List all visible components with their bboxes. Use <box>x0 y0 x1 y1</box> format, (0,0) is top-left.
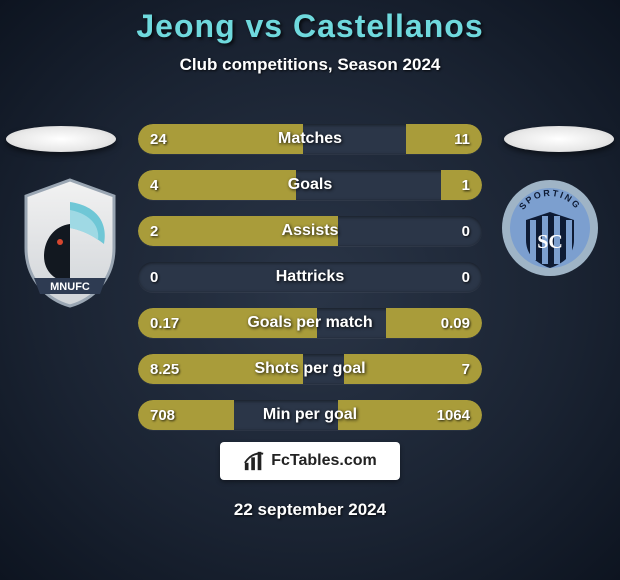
team-badge-right: SPORTING SC <box>500 178 600 308</box>
stat-label: Hattricks <box>138 262 482 292</box>
title-vs: vs <box>246 8 284 44</box>
fctables-chart-icon <box>243 450 265 472</box>
title: Jeong vs Castellanos <box>136 8 483 44</box>
stat-label: Matches <box>138 124 482 154</box>
stat-row: 7081064Min per goal <box>138 400 482 430</box>
stat-label: Assists <box>138 216 482 246</box>
badge-right-initials: SC <box>537 231 563 253</box>
stat-row: 0.170.09Goals per match <box>138 308 482 338</box>
player-ellipse-left <box>6 126 116 152</box>
mnufc-badge-icon: MNUFC <box>20 178 120 308</box>
title-player2: Castellanos <box>293 8 484 44</box>
player-ellipse-right <box>504 126 614 152</box>
stat-label: Min per goal <box>138 400 482 430</box>
badge-left-text: MNUFC <box>50 281 90 293</box>
date-text: 22 september 2024 <box>0 500 620 520</box>
sporting-badge-icon: SPORTING SC <box>500 178 600 278</box>
stat-label: Shots per goal <box>138 354 482 384</box>
stat-row: 00Hattricks <box>138 262 482 292</box>
footer-brand-text: FcTables.com <box>271 452 377 470</box>
title-player1: Jeong <box>136 8 235 44</box>
stat-row: 2411Matches <box>138 124 482 154</box>
subtitle: Club competitions, Season 2024 <box>0 55 620 75</box>
team-badge-left: MNUFC <box>20 178 120 308</box>
stat-label: Goals per match <box>138 308 482 338</box>
stat-row: 8.257Shots per goal <box>138 354 482 384</box>
title-row: Jeong vs Castellanos <box>0 0 620 45</box>
stat-row: 20Assists <box>138 216 482 246</box>
stat-bars: 2411Matches 41Goals 20Assists 00Hattricks 0.… <box>138 124 482 446</box>
footer-brand: FcTables.com <box>220 442 400 480</box>
stat-row: 41Goals <box>138 170 482 200</box>
stat-label: Goals <box>138 170 482 200</box>
